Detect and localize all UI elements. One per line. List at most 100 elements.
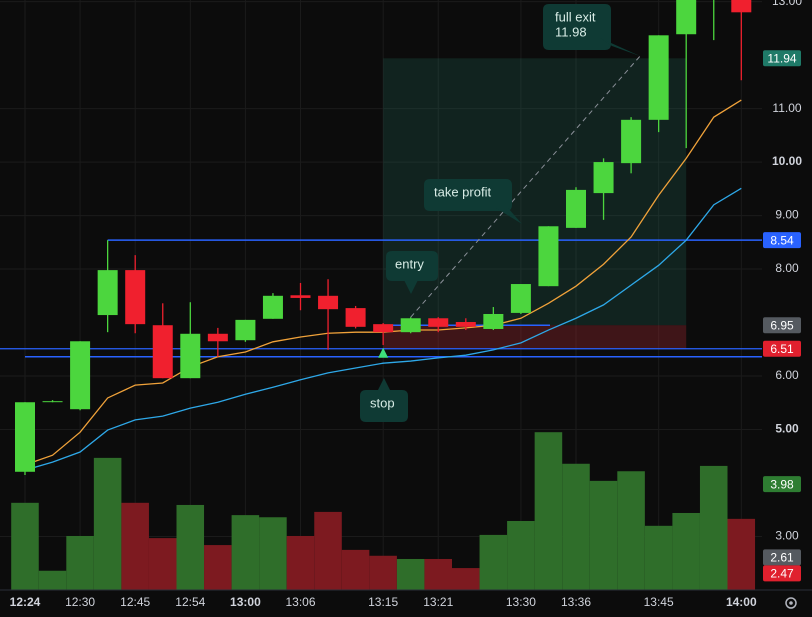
volume-bar (204, 545, 232, 590)
x-tick-label: 13:15 (368, 595, 398, 609)
candle-body (15, 402, 35, 472)
take-profit-box (424, 179, 512, 211)
y-tick-label: 5.00 (775, 422, 799, 436)
price-badge (763, 340, 801, 357)
take-profit-text: take profit (434, 184, 491, 199)
candle-body (483, 313, 504, 329)
volume-bar (562, 463, 590, 590)
volume-bar (38, 570, 67, 590)
candle-body (42, 401, 63, 403)
volume-bar (11, 502, 39, 590)
candle-body (593, 162, 614, 194)
x-tick-label: 13:45 (644, 595, 674, 609)
y-tick-label: 13.00 (772, 0, 802, 8)
x-tick-label: 12:30 (65, 595, 95, 609)
y-tick-label: 11.00 (772, 101, 801, 115)
candle-body (125, 270, 146, 325)
price-badge (763, 317, 801, 334)
volume-bar (534, 432, 563, 590)
axes: 13.00 11.00 10.00 9.00 8.00 6.00 5.00 3.00 12:24… (10, 0, 803, 609)
stop-box (360, 390, 408, 422)
x-tick-label: 12:45 (120, 595, 150, 609)
volume-bar (672, 512, 700, 590)
volume-bar (479, 534, 508, 590)
volume-bar (507, 520, 535, 590)
time-axis (0, 590, 812, 617)
candle-body (235, 319, 256, 341)
candle-body (70, 341, 91, 410)
settings-icon[interactable] (785, 597, 797, 609)
volume-bar (699, 465, 728, 590)
candle-body (510, 284, 531, 313)
volume-bar (589, 480, 618, 590)
full-exit-text: full exit (555, 9, 596, 24)
candle-body (621, 119, 642, 164)
candle-body (538, 226, 559, 287)
candle-body (676, 0, 697, 35)
x-tick-label: 12:24 (10, 595, 41, 609)
price-badge-label: 11.94 (767, 51, 796, 65)
candle-body (290, 295, 311, 298)
x-tick-label: 12:54 (175, 595, 205, 609)
volume-bar (259, 517, 287, 590)
volume-bar (424, 558, 452, 590)
moving-average (24, 187, 742, 471)
volume-bar (396, 558, 425, 590)
candle-body (428, 318, 449, 327)
price-badge (763, 565, 801, 582)
stop-pointer (378, 378, 390, 390)
volume-bar (148, 538, 177, 590)
candle-body (731, 0, 752, 13)
candle-body (97, 270, 118, 316)
volume-bar (452, 568, 480, 590)
x-tick-label: 13:36 (561, 595, 591, 609)
volume-bar (176, 504, 205, 590)
y-tick-label: 10.00 (772, 154, 802, 168)
volume-bar (66, 535, 94, 590)
entry-box (386, 251, 438, 281)
candle-body (262, 295, 283, 319)
volume-bar (121, 502, 149, 590)
entry-pointer (404, 280, 418, 294)
x-tick-label: 14:00 (726, 595, 757, 609)
price-badge-label: 3.98 (770, 477, 794, 491)
stop-text: stop (370, 395, 395, 410)
price-badge-label: 8.54 (770, 233, 794, 247)
price-badge (763, 476, 801, 493)
volume-bar (644, 525, 673, 590)
price-badge-label: 2.47 (770, 567, 794, 581)
volume-bar (314, 511, 342, 590)
volume-bar (286, 535, 315, 590)
volume-bar (231, 515, 260, 590)
candle-body (180, 333, 201, 379)
x-tick-label: 13:21 (423, 595, 453, 609)
x-tick-label: 13:00 (230, 595, 261, 609)
candle-body (207, 333, 228, 342)
stop-marker (378, 347, 389, 358)
x-tick-label: 13:06 (285, 595, 315, 609)
candle-body (152, 325, 173, 379)
price-badge (763, 232, 801, 249)
volume-bar (617, 471, 645, 590)
price-badge-label: 6.51 (770, 342, 794, 356)
candle-body (648, 35, 669, 120)
full-exit-box (543, 4, 611, 50)
y-tick-label: 9.00 (775, 208, 799, 222)
y-tick-label: 8.00 (775, 261, 799, 275)
x-tick-label: 13:30 (506, 595, 536, 609)
volume-bar (727, 518, 756, 590)
price-badge-label: 6.95 (770, 318, 794, 332)
y-tick-label: 3.00 (775, 529, 799, 543)
candle-body (566, 189, 586, 228)
volume-bar (341, 549, 370, 590)
full-exit-pointer (600, 38, 640, 56)
price-badge (763, 549, 801, 566)
candle-body (373, 324, 394, 333)
price-badge (763, 50, 801, 67)
volume-bar (369, 555, 397, 590)
take-profit-pointer (496, 208, 522, 224)
volume-bar (93, 457, 122, 590)
